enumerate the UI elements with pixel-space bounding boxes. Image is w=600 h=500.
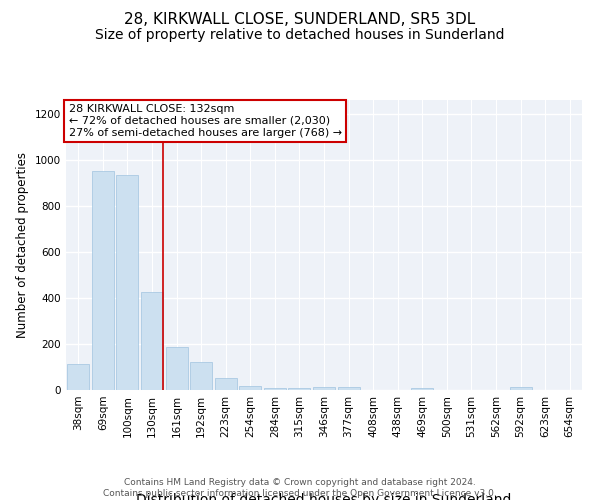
Bar	[116, 175, 139, 390]
Bar	[239, 386, 262, 390]
Bar	[92, 172, 114, 390]
Bar	[67, 364, 89, 390]
Y-axis label: Number of detached properties: Number of detached properties	[16, 152, 29, 338]
Bar	[141, 292, 163, 390]
Bar	[509, 387, 532, 390]
Bar	[190, 362, 212, 390]
Bar	[338, 387, 359, 390]
Bar	[264, 388, 286, 390]
Text: Size of property relative to detached houses in Sunderland: Size of property relative to detached ho…	[95, 28, 505, 42]
Bar	[313, 387, 335, 390]
Bar	[411, 388, 433, 390]
Bar	[215, 378, 237, 390]
Bar	[289, 388, 310, 390]
X-axis label: Distribution of detached houses by size in Sunderland: Distribution of detached houses by size …	[136, 492, 512, 500]
Text: 28, KIRKWALL CLOSE, SUNDERLAND, SR5 3DL: 28, KIRKWALL CLOSE, SUNDERLAND, SR5 3DL	[124, 12, 476, 28]
Text: 28 KIRKWALL CLOSE: 132sqm
← 72% of detached houses are smaller (2,030)
27% of se: 28 KIRKWALL CLOSE: 132sqm ← 72% of detac…	[68, 104, 342, 138]
Bar	[166, 348, 188, 390]
Text: Contains HM Land Registry data © Crown copyright and database right 2024.
Contai: Contains HM Land Registry data © Crown c…	[103, 478, 497, 498]
